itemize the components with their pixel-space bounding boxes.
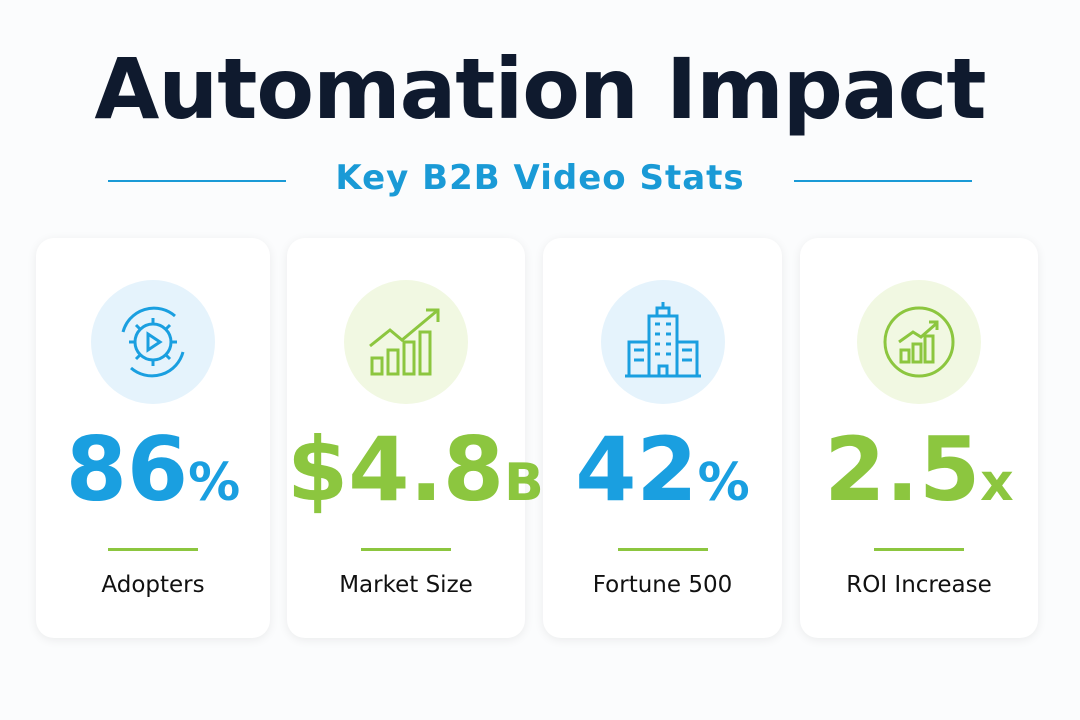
stat-unit: % bbox=[697, 453, 750, 513]
stat-number: 42 bbox=[575, 418, 698, 521]
divider bbox=[617, 548, 708, 551]
subtitle-rule bbox=[108, 180, 286, 182]
stat-number: 2.5 bbox=[824, 418, 981, 521]
title: Automation Impact bbox=[94, 40, 986, 138]
roi-icon bbox=[883, 306, 955, 378]
subtitle-rule bbox=[794, 180, 972, 182]
stat-number: $4.8 bbox=[287, 418, 505, 521]
subtitle: Key B2B Video Stats bbox=[335, 158, 745, 198]
growth-chart-icon bbox=[369, 308, 440, 376]
stat-label: ROI Increase bbox=[846, 572, 992, 598]
icon-badge bbox=[857, 280, 981, 404]
icon-badge bbox=[344, 280, 468, 404]
divider bbox=[361, 548, 451, 551]
stat-label: Fortune 500 bbox=[592, 572, 733, 598]
stat-label: Adopters bbox=[101, 572, 205, 598]
icon-badge bbox=[600, 280, 725, 404]
stat-unit: B bbox=[504, 453, 544, 513]
gear-play-icon bbox=[121, 306, 185, 378]
stat-card: 86% Adopters bbox=[36, 238, 270, 638]
building-icon bbox=[624, 302, 701, 378]
stat-label: Market Size bbox=[339, 572, 473, 598]
stat-card: 2.5x ROI Increase bbox=[800, 238, 1038, 638]
stat-card: $4.8B Market Size bbox=[287, 238, 544, 638]
stat-unit: x bbox=[980, 453, 1014, 513]
stat-number: 86 bbox=[65, 418, 189, 521]
divider bbox=[874, 548, 964, 551]
stat-unit: % bbox=[188, 453, 241, 513]
icon-badge bbox=[91, 280, 215, 404]
divider bbox=[108, 548, 198, 551]
stat-card: 42% Fortune 500 bbox=[543, 238, 782, 638]
